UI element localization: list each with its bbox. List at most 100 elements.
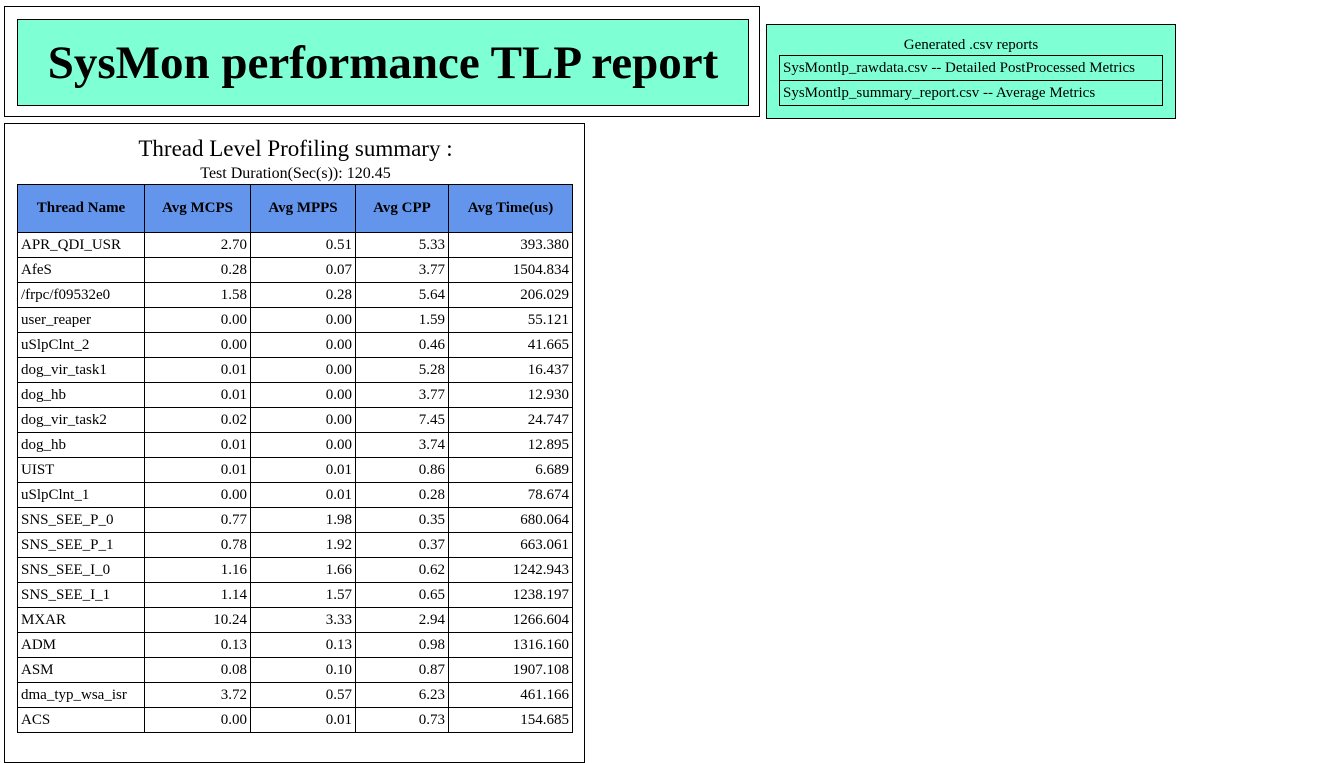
thread-name-cell: dog_vir_task2 [17,407,145,433]
avg-cpp-cell: 7.45 [355,407,449,433]
avg-cpp-cell: 0.73 [355,707,449,733]
avg-cpp-cell: 6.23 [355,682,449,708]
avg-cpp-cell: 0.28 [355,482,449,508]
reports-caption: Generated .csv reports [903,37,1039,53]
avg-mcps-cell: 0.77 [144,507,251,533]
report-link-rawdata[interactable]: SysMontlp_rawdata.csv -- Detailed PostPr… [779,55,1163,81]
avg-mpps-cell: 0.00 [250,307,356,333]
avg-time-cell: 41.665 [448,332,573,358]
avg-mpps-header: Avg MPPS [250,184,356,233]
avg-cpp-cell: 0.87 [355,657,449,683]
report-row: SysMontlp_summary_report.csv -- Average … [779,80,1163,106]
table-row: UIST 0.01 0.01 0.86 6.689 [17,457,573,483]
avg-mcps-cell: 0.78 [144,532,251,558]
table-row: APR_QDI_USR 2.70 0.51 5.33 393.380 [17,232,573,258]
avg-mcps-cell: 1.58 [144,282,251,308]
avg-mcps-cell: 0.28 [144,257,251,283]
avg-cpp-cell: 3.74 [355,432,449,458]
avg-cpp-cell: 2.94 [355,607,449,633]
avg-mpps-cell: 0.01 [250,482,356,508]
table-row: SNS_SEE_I_1 1.14 1.57 0.65 1238.197 [17,582,573,608]
avg-mpps-cell: 0.00 [250,407,356,433]
table-row: ADM 0.13 0.13 0.98 1316.160 [17,632,573,658]
avg-mcps-cell: 0.00 [144,332,251,358]
avg-mpps-cell: 0.28 [250,282,356,308]
table-row: user_reaper 0.00 0.00 1.59 55.121 [17,307,573,333]
tlp-summary-table: Thread Name Avg MCPS Avg MPPS Avg CPP Avg Ti… [17,184,573,733]
avg-cpp-cell: 0.62 [355,557,449,583]
table-row: dma_typ_wsa_isr 3.72 0.57 6.23 461.166 [17,682,573,708]
report-row: SysMontlp_rawdata.csv -- Detailed PostPr… [779,55,1163,81]
table-body: APR_QDI_USR 2.70 0.51 5.33 393.380 AfeS 0.28 0.… [17,232,573,733]
avg-mpps-cell: 0.13 [250,632,356,658]
avg-mpps-cell: 0.01 [250,707,356,733]
thread-name-cell: APR_QDI_USR [17,232,145,258]
avg-time-cell: 461.166 [448,682,573,708]
avg-cpp-header: Avg CPP [355,184,449,233]
title-frame: SysMon performance TLP report [4,6,760,117]
tlp-summary-panel: Thread Level Profiling summary : Test Du… [4,123,585,763]
thread-name-cell: SNS_SEE_P_0 [17,507,145,533]
thread-name-cell: dog_hb [17,382,145,408]
avg-mpps-cell: 0.51 [250,232,356,258]
avg-cpp-cell: 1.59 [355,307,449,333]
avg-mpps-cell: 0.00 [250,357,356,383]
thread-name-cell: MXAR [17,607,145,633]
avg-cpp-cell: 5.64 [355,282,449,308]
thread-name-cell: dog_vir_task1 [17,357,145,383]
avg-time-cell: 1316.160 [448,632,573,658]
avg-mcps-cell: 0.00 [144,482,251,508]
table-row: SNS_SEE_P_1 0.78 1.92 0.37 663.061 [17,532,573,558]
avg-mpps-cell: 0.01 [250,457,356,483]
avg-time-cell: 393.380 [448,232,573,258]
avg-mcps-header: Avg MCPS [144,184,251,233]
avg-cpp-cell: 0.65 [355,582,449,608]
avg-mcps-cell: 0.08 [144,657,251,683]
thread-name-cell: /frpc/f09532e0 [17,282,145,308]
thread-name-cell: AfeS [17,257,145,283]
title-banner: SysMon performance TLP report [17,19,749,106]
thread-name-cell: SNS_SEE_I_1 [17,582,145,608]
table-row: dog_vir_task1 0.01 0.00 5.28 16.437 [17,357,573,383]
avg-time-cell: 55.121 [448,307,573,333]
page-title: SysMon performance TLP report [47,36,719,89]
table-row: AfeS 0.28 0.07 3.77 1504.834 [17,257,573,283]
avg-mpps-cell: 1.92 [250,532,356,558]
avg-mcps-cell: 10.24 [144,607,251,633]
table-row: ASM 0.08 0.10 0.87 1907.108 [17,657,573,683]
thread-name-cell: UIST [17,457,145,483]
avg-mpps-cell: 1.98 [250,507,356,533]
thread-name-cell: SNS_SEE_I_0 [17,557,145,583]
avg-mpps-cell: 0.00 [250,332,356,358]
report-link-summary[interactable]: SysMontlp_summary_report.csv -- Average … [779,80,1163,106]
table-row: uSlpClnt_1 0.00 0.01 0.28 78.674 [17,482,573,508]
table-row: ACS 0.00 0.01 0.73 154.685 [17,707,573,733]
avg-time-header: Avg Time(us) [448,184,573,233]
thread-name-cell: uSlpClnt_1 [17,482,145,508]
avg-time-cell: 78.674 [448,482,573,508]
thread-name-header: Thread Name [17,184,145,233]
avg-cpp-cell: 0.98 [355,632,449,658]
avg-time-cell: 1242.943 [448,557,573,583]
table-row: /frpc/f09532e0 1.58 0.28 5.64 206.029 [17,282,573,308]
avg-mpps-cell: 0.07 [250,257,356,283]
avg-mcps-cell: 0.00 [144,307,251,333]
thread-name-cell: SNS_SEE_P_1 [17,532,145,558]
avg-mcps-cell: 0.01 [144,382,251,408]
avg-mcps-cell: 0.01 [144,432,251,458]
avg-mpps-cell: 0.00 [250,382,356,408]
avg-cpp-cell: 3.77 [355,257,449,283]
avg-mcps-cell: 2.70 [144,232,251,258]
thread-name-cell: uSlpClnt_2 [17,332,145,358]
avg-time-cell: 154.685 [448,707,573,733]
avg-mpps-cell: 1.66 [250,557,356,583]
avg-time-cell: 1238.197 [448,582,573,608]
thread-name-cell: dog_hb [17,432,145,458]
avg-mcps-cell: 0.01 [144,357,251,383]
avg-cpp-cell: 5.33 [355,232,449,258]
avg-time-cell: 206.029 [448,282,573,308]
table-row: dog_vir_task2 0.02 0.00 7.45 24.747 [17,407,573,433]
avg-cpp-cell: 0.46 [355,332,449,358]
table-row: dog_hb 0.01 0.00 3.77 12.930 [17,382,573,408]
avg-mpps-cell: 0.57 [250,682,356,708]
